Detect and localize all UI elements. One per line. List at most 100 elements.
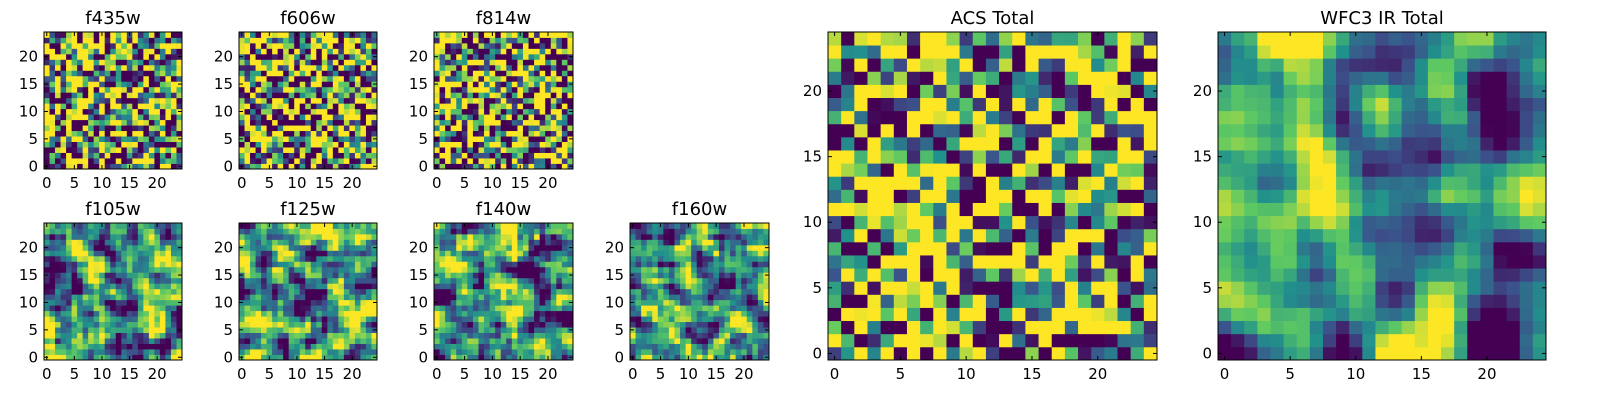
heatmap-cell — [534, 163, 541, 170]
heatmap-cell — [176, 294, 183, 301]
heatmap-cell — [266, 272, 273, 279]
heatmap-cell — [484, 114, 490, 121]
heatmap-cell — [244, 42, 251, 49]
heatmap-cell — [365, 277, 372, 284]
heatmap-cell — [707, 266, 714, 273]
heatmap-cell — [652, 255, 659, 262]
heatmap-cell — [450, 163, 457, 170]
heatmap-cell — [360, 283, 367, 290]
heatmap-cell — [545, 75, 552, 82]
heatmap-cell — [713, 349, 720, 355]
heatmap-cell — [461, 125, 468, 132]
heatmap-cell — [159, 223, 166, 229]
heatmap-cell — [893, 294, 908, 308]
heatmap-cell — [691, 250, 698, 257]
heatmap-cell — [239, 48, 245, 55]
heatmap-cell — [920, 346, 934, 361]
heatmap-cell — [261, 158, 267, 164]
heatmap-cell — [556, 108, 563, 115]
heatmap-cell — [713, 316, 720, 323]
heatmap-cell — [707, 299, 714, 306]
heatmap-cell — [1012, 189, 1026, 203]
heatmap-cell — [646, 277, 653, 284]
heatmap-cell — [539, 244, 546, 251]
heatmap-cell — [316, 108, 323, 115]
heatmap-cell — [165, 321, 172, 328]
heatmap-cell — [1117, 346, 1132, 361]
heatmap-cell — [556, 272, 563, 279]
heatmap-cell — [668, 250, 675, 257]
heatmap-cell — [467, 354, 474, 361]
heatmap-cell — [60, 223, 67, 229]
heatmap-cell — [472, 223, 479, 229]
heatmap-cell — [299, 283, 306, 290]
heatmap-cell — [88, 332, 95, 339]
heatmap-cell — [332, 255, 339, 262]
heatmap-cell — [49, 48, 56, 55]
heatmap-cell — [44, 86, 50, 93]
heatmap-cell — [1012, 241, 1026, 256]
heatmap-cell — [495, 136, 502, 142]
heatmap-cell — [316, 233, 323, 240]
heatmap-cell — [657, 327, 664, 333]
heatmap-cell — [528, 42, 535, 49]
heatmap-cell — [696, 266, 703, 273]
heatmap-cell — [93, 86, 100, 93]
heatmap-cell — [305, 239, 312, 246]
heatmap-cell — [66, 266, 72, 273]
heatmap-cell — [506, 114, 513, 121]
heatmap-cell — [126, 250, 133, 257]
heatmap-cell — [148, 261, 155, 268]
heatmap-cell — [467, 349, 474, 355]
heatmap-cell — [159, 158, 166, 164]
heatmap-cell — [99, 239, 106, 246]
heatmap-cell — [718, 294, 725, 301]
heatmap-cell — [261, 108, 267, 115]
heatmap-cell — [550, 266, 557, 273]
heatmap-cell — [434, 266, 440, 273]
heatmap-cell — [439, 103, 446, 110]
heatmap-cell — [239, 321, 245, 328]
heatmap-cell — [66, 32, 72, 38]
heatmap-cell — [506, 37, 513, 44]
heatmap-cell — [143, 92, 150, 99]
heatmap-cell — [66, 152, 72, 159]
heatmap-cell — [148, 349, 155, 355]
heatmap-cell — [713, 266, 720, 273]
heatmap-cell — [126, 108, 133, 115]
heatmap-cell — [528, 299, 535, 306]
heatmap-cell — [707, 244, 714, 251]
heatmap-cell — [176, 42, 183, 49]
heatmap-cell — [484, 141, 490, 148]
heatmap-cell — [735, 223, 742, 229]
heatmap-cell — [110, 255, 117, 262]
heatmap-cell — [1143, 228, 1158, 243]
heatmap-cell — [445, 59, 452, 66]
heatmap-cell — [121, 158, 128, 164]
heatmap-cell — [489, 305, 496, 312]
heatmap-cell — [126, 261, 133, 268]
heatmap-cell — [663, 239, 670, 246]
heatmap-cell — [920, 215, 934, 230]
heatmap-cell — [143, 64, 150, 71]
heatmap-cell — [635, 288, 642, 295]
heatmap-cell — [674, 310, 681, 317]
heatmap-cell — [327, 163, 334, 170]
heatmap-cell — [310, 70, 317, 77]
heatmap-cell — [478, 158, 485, 164]
heatmap-cell — [484, 332, 490, 339]
heatmap-cell — [60, 332, 67, 339]
heatmap-cell — [159, 294, 166, 301]
heatmap-cell — [165, 119, 172, 126]
heatmap-cell — [1025, 294, 1039, 308]
heatmap-cell — [365, 48, 372, 55]
heatmap-cell — [60, 272, 67, 279]
y-tick-label: 10 — [605, 293, 624, 311]
heatmap-cell — [66, 64, 72, 71]
heatmap-cell — [294, 255, 301, 262]
heatmap-cell — [176, 70, 183, 77]
heatmap-cell — [985, 241, 1000, 256]
heatmap-cell — [360, 228, 367, 235]
heatmap-cell — [176, 255, 183, 262]
heatmap-cell — [154, 119, 161, 126]
